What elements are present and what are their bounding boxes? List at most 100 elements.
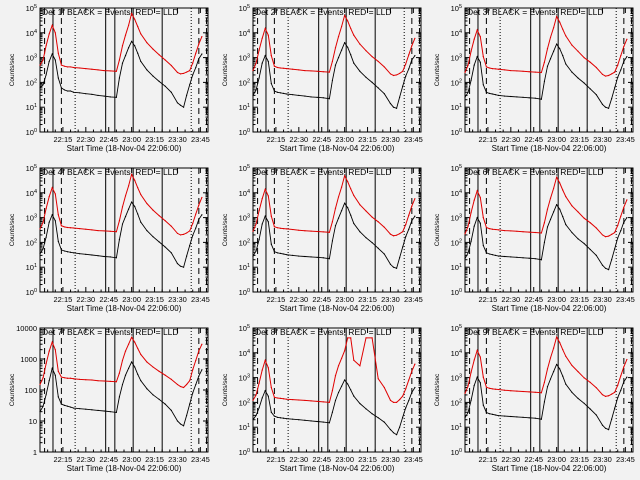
data-point-events: [134, 366, 136, 368]
x-tick-label: 22:30: [501, 135, 520, 144]
x-tick-label: 22:15: [54, 455, 73, 464]
data-point-events: [164, 246, 166, 248]
data-point-lld: [282, 67, 285, 69]
data-point-events: [85, 253, 87, 255]
data-point-lld: [488, 387, 491, 389]
data-point-lld: [485, 226, 487, 229]
data-point-lld: [467, 225, 469, 227]
data-point-lld: [304, 69, 306, 72]
data-point-lld: [350, 27, 352, 30]
data-point-events: [620, 69, 622, 71]
data-point-events: [614, 248, 616, 250]
data-point-lld: [399, 72, 401, 75]
data-point-lld: [470, 371, 472, 373]
data-point-lld: [488, 228, 491, 230]
data-point-lld: [51, 24, 53, 26]
data-point-events: [51, 367, 53, 369]
data-point-events: [565, 383, 567, 385]
data-point-events: [42, 84, 44, 86]
data-point-events: [276, 252, 279, 254]
data-point-events: [414, 386, 416, 389]
data-point-events: [479, 382, 481, 384]
data-point-events: [73, 91, 75, 93]
data-point-lld: [85, 228, 87, 230]
data-point-events: [392, 432, 395, 434]
plot-frame: [39, 327, 209, 453]
data-point-events: [121, 62, 124, 64]
data-point-events: [331, 411, 334, 413]
data-point-lld: [405, 224, 407, 226]
data-point-lld: [192, 369, 194, 371]
data-point-events: [473, 384, 475, 387]
data-point-events: [48, 380, 50, 382]
data-point-events: [186, 94, 188, 96]
data-point-lld: [316, 400, 318, 402]
data-point-lld: [140, 353, 142, 356]
data-point-lld: [255, 394, 257, 396]
y-tick-label: 10: [29, 417, 37, 426]
data-point-lld: [331, 389, 334, 392]
data-point-lld: [601, 73, 604, 76]
data-point-events: [534, 417, 536, 419]
data-point-events: [485, 252, 487, 254]
data-point-lld: [192, 62, 194, 64]
data-point-lld: [304, 230, 306, 232]
data-point-events: [562, 215, 564, 218]
data-point-lld: [344, 14, 346, 17]
data-point-lld: [51, 187, 53, 189]
data-point-lld: [482, 376, 484, 378]
data-point-events: [158, 80, 160, 82]
data-point-lld: [66, 377, 69, 379]
data-point-events: [611, 259, 613, 261]
data-point-lld: [127, 185, 130, 187]
data-point-lld: [91, 229, 93, 231]
data-point-lld: [109, 380, 111, 382]
data-point-events: [411, 220, 413, 222]
data-point-lld: [134, 341, 136, 343]
y-tick-label: 100: [24, 386, 37, 395]
data-point-events: [182, 425, 185, 427]
x-tick-label: 22:15: [54, 295, 73, 304]
y-tick-label: 1: [33, 448, 37, 457]
data-point-events: [261, 397, 263, 399]
data-point-events: [310, 96, 312, 98]
data-point-events: [623, 60, 625, 63]
data-point-lld: [45, 45, 47, 47]
x-tick-label: 22:30: [501, 455, 520, 464]
chart-title: Det 1f BLACK = Events, RED = LLD: [42, 7, 179, 17]
data-point-lld: [485, 386, 487, 388]
y-tick-label: 101: [26, 103, 37, 112]
data-point-events: [63, 89, 66, 91]
data-point-events: [607, 429, 610, 431]
y-tick-label: 101: [451, 263, 462, 272]
y-tick-exponent: 3: [459, 374, 462, 380]
data-point-events: [556, 43, 558, 45]
data-point-lld: [255, 62, 257, 64]
data-point-lld: [331, 60, 334, 63]
data-point-events: [534, 97, 536, 99]
y-tick-label: 100: [26, 288, 37, 297]
data-point-events: [276, 91, 279, 93]
data-point-lld: [528, 391, 530, 393]
data-point-events: [124, 55, 127, 57]
data-point-lld: [186, 383, 188, 386]
data-point-lld: [607, 74, 610, 77]
chart-title: Det 6f BLACK = Events, RED = LLD: [467, 167, 604, 177]
data-point-events: [479, 222, 481, 224]
y-tick-exponent: 0: [34, 128, 37, 134]
data-point-lld: [473, 38, 475, 40]
y-tick-exponent: 1: [247, 423, 250, 429]
x-tick-label: 23:30: [168, 295, 187, 304]
data-point-lld: [604, 236, 607, 238]
data-point-events: [464, 96, 466, 98]
data-point-events: [546, 226, 549, 228]
x-tick-label: 22:45: [99, 135, 118, 144]
data-point-events: [577, 397, 579, 399]
data-point-events: [85, 408, 87, 410]
y-axis-label: Counts/sec: [434, 213, 441, 246]
x-tick-label: 22:15: [267, 455, 286, 464]
y-tick-label: 102: [451, 398, 462, 407]
data-point-lld: [201, 196, 203, 199]
data-point-lld: [522, 231, 524, 233]
